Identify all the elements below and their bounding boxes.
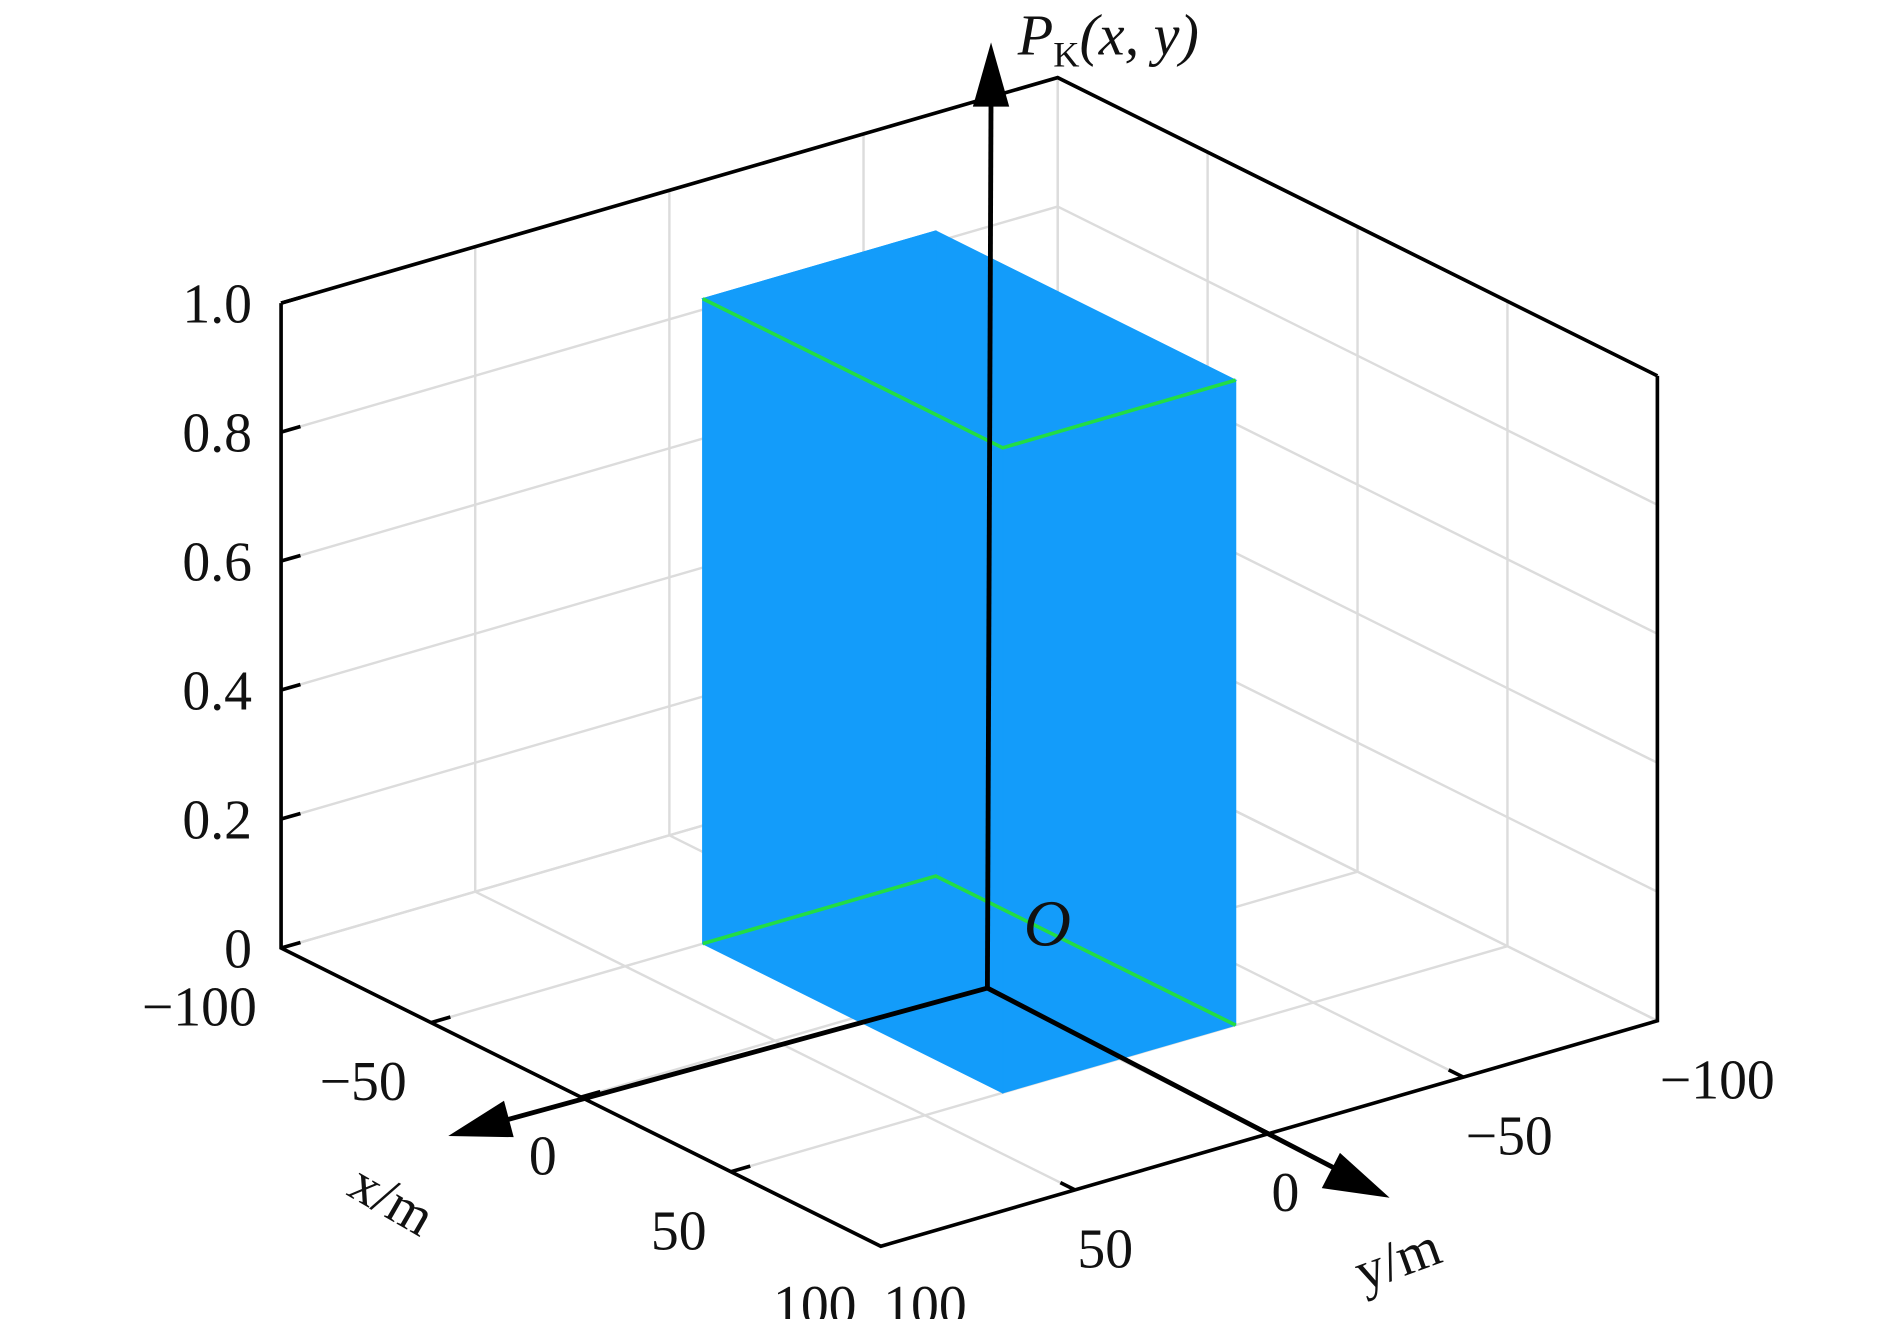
y-tick [1447,1068,1465,1079]
y-tick-label: 0 [1272,1162,1300,1224]
z-tick [280,424,301,434]
bar-edge [702,297,1237,450]
x-arrow-head [448,1100,514,1138]
origin-label: O [1024,889,1071,961]
z-tick [280,553,301,563]
x-tick-label: 0 [529,1126,557,1188]
bar-face [1002,379,1237,1094]
z-tick-label: 0 [224,918,252,980]
z-axis-label: PK(x, y) [1017,3,1199,75]
z-arrow-head [972,42,1010,107]
z-label-sub: K [1053,35,1079,75]
z-label-args: (x, y) [1079,3,1198,68]
y-arrow-head [1321,1152,1390,1198]
y-tick-label: −50 [1466,1106,1553,1168]
x-tick-label: 100 [773,1275,857,1319]
x-tick [730,1164,751,1174]
z-tick-label: 0.4 [182,660,252,722]
frame: 0 0.2 0.4 0.6 0.8 1.0 −100 −50 0 50 100 −100 −50 0 50 1… [142,75,1775,1319]
z-tick [280,295,301,305]
y-tick-label: −100 [1660,1049,1775,1111]
y-tick-label: 50 [1077,1218,1133,1280]
x-axis-label: x/m [339,1152,445,1249]
z-tick-label: 0.8 [182,402,252,464]
y-axis-label: y/m [1346,1215,1449,1303]
z-tick [280,940,301,950]
coordinate-axes [448,42,1390,1198]
bar-edge [702,874,1237,1027]
z-arrow-line [984,96,994,989]
frame-edge [279,303,1660,1249]
x-tick [430,1015,451,1025]
z-tick [280,811,301,821]
y-tick-label: 100 [883,1275,967,1319]
x-arrow-line [496,985,989,1125]
z-tick-label: 0.6 [182,531,252,593]
y-arrow-line [986,985,1346,1176]
bar-face [702,230,937,945]
marks [701,230,1238,1094]
z-tick [280,682,301,692]
z-label-main: P [1017,3,1054,68]
y-tick [1059,1180,1076,1192]
x-tick-label: 50 [651,1200,707,1262]
x-tick-label: −50 [320,1051,407,1113]
z-tick-label: 1.0 [182,273,252,335]
z-tick-label: 0.2 [182,789,252,851]
frame-edge [280,75,1659,378]
x-tick-label: −100 [142,977,257,1039]
